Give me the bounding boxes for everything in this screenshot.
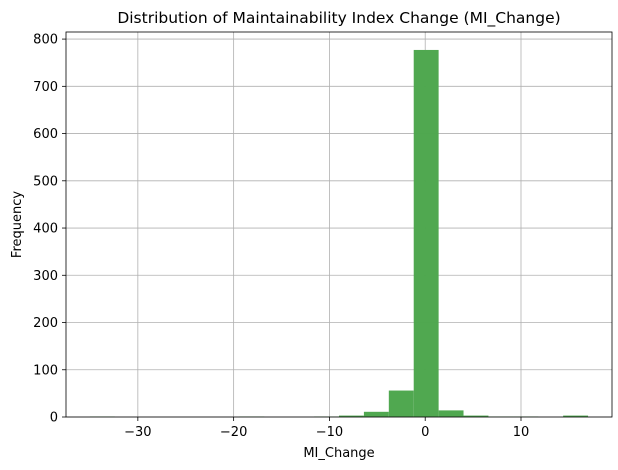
x-tick-label: 10 <box>513 425 530 440</box>
x-tick-label: −30 <box>124 425 151 440</box>
y-tick-label: 200 <box>33 316 58 331</box>
axes-frame <box>65 31 613 418</box>
y-tick-label: 600 <box>33 127 58 142</box>
histogram-bar <box>363 411 389 417</box>
y-tick-label: 800 <box>33 33 58 48</box>
y-tick-label: 500 <box>33 174 58 189</box>
x-tick-label: −20 <box>220 425 247 440</box>
y-axis-label: Frequency <box>10 191 25 258</box>
histogram-bar <box>438 410 464 417</box>
histogram-bar <box>413 49 439 417</box>
y-tick-label: 300 <box>33 269 58 284</box>
x-tick-label: 0 <box>421 425 429 440</box>
x-tick-label: −10 <box>316 425 343 440</box>
x-axis-label: MI_Change <box>303 446 374 461</box>
chart-title: Distribution of Maintainability Index Ch… <box>117 9 560 28</box>
histogram-bar <box>563 415 589 417</box>
histogram-bar <box>463 415 489 417</box>
y-tick-label: 400 <box>33 222 58 237</box>
y-tick-label: 700 <box>33 80 58 95</box>
y-tick-label: 0 <box>50 411 58 426</box>
histogram-bar <box>388 390 414 417</box>
histogram-bar <box>339 415 364 417</box>
y-tick-label: 100 <box>33 363 58 378</box>
